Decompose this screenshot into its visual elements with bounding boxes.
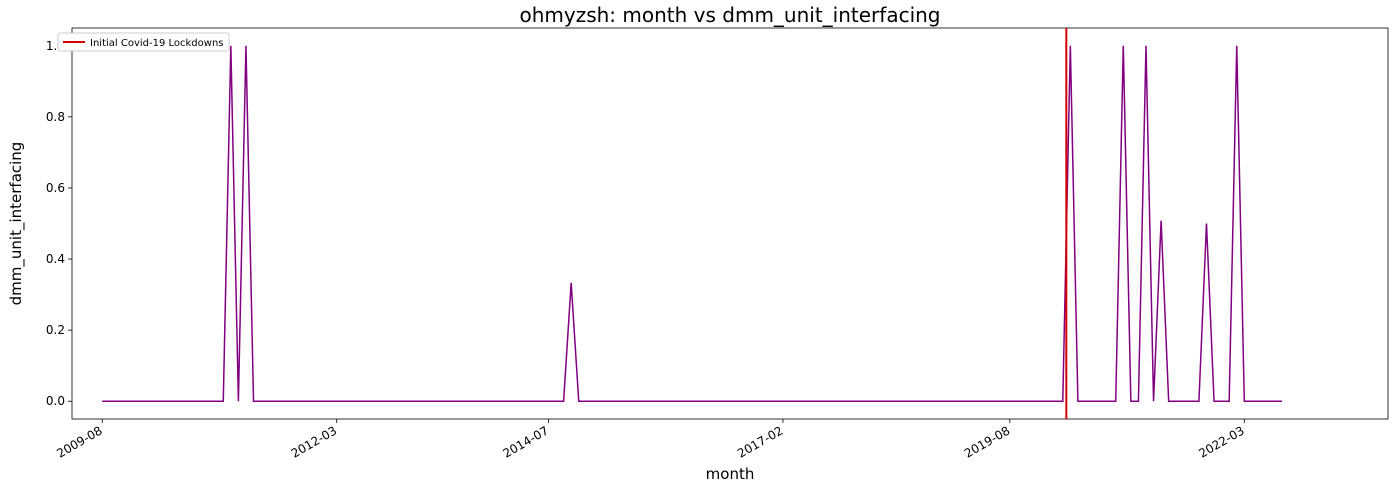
y-tick-label: 0.8 [46, 110, 65, 124]
x-axis: 2009-08 2012-03 2014-07 2017-02 2019-08 2022-… [54, 419, 1247, 461]
series-layer [102, 45, 1283, 402]
y-axis: 0.00.20.40.60.81.0 [46, 39, 72, 408]
x-axis-title: month [706, 465, 755, 483]
x-tick-label: 2012-03 [289, 423, 339, 460]
legend-label: Initial Covid-19 Lockdowns [90, 38, 224, 49]
x-tick-label: 2019-08 [962, 423, 1012, 460]
legend: Initial Covid-19 Lockdowns [57, 32, 230, 52]
y-axis-title: dmm_unit_interfacing [7, 142, 26, 306]
chart-title: ohmyzsh: month vs dmm_unit_interfacing [519, 3, 940, 27]
legend-box [57, 32, 230, 52]
y-tick-label: 0.0 [46, 394, 65, 408]
series-line [102, 45, 1283, 402]
x-tick-label: 2009-08 [54, 423, 104, 460]
y-tick-label: 0.6 [46, 181, 65, 195]
y-tick-label: 0.4 [46, 252, 65, 266]
x-tick-label: 2017-02 [735, 423, 785, 460]
y-tick-label: 0.2 [46, 323, 65, 337]
x-tick-label: 2022-03 [1196, 423, 1246, 460]
plot-area [71, 27, 1389, 420]
x-tick-label: 2014-07 [501, 423, 551, 460]
